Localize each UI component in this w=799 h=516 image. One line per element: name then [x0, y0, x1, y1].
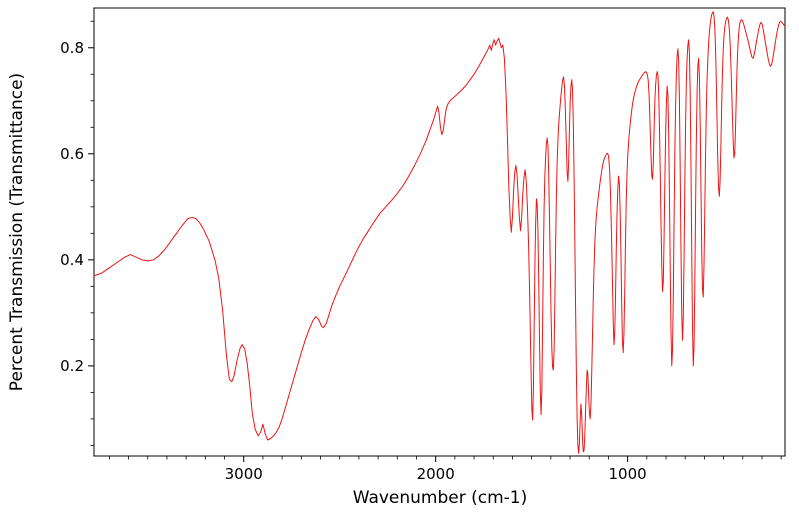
plot-frame — [93, 7, 786, 457]
x-tick-label: 1000 — [609, 465, 647, 483]
spectrum-line — [93, 11, 786, 454]
y-tick-label: 0.4 — [60, 251, 84, 269]
y-axis-label: Percent Transmission (Transmittance) — [7, 73, 27, 391]
plot-area: 3000 2000 1000 0.2 0.4 0.6 0.8 — [60, 7, 786, 483]
y-tick-label: 0.6 — [60, 145, 84, 163]
x-axis-label: Wavenumber (cm-1) — [353, 488, 528, 508]
x-tick-label: 3000 — [225, 465, 263, 483]
x-tick-label: 2000 — [417, 465, 455, 483]
y-tick-label: 0.8 — [60, 39, 84, 57]
y-tick-label: 0.2 — [60, 357, 84, 375]
